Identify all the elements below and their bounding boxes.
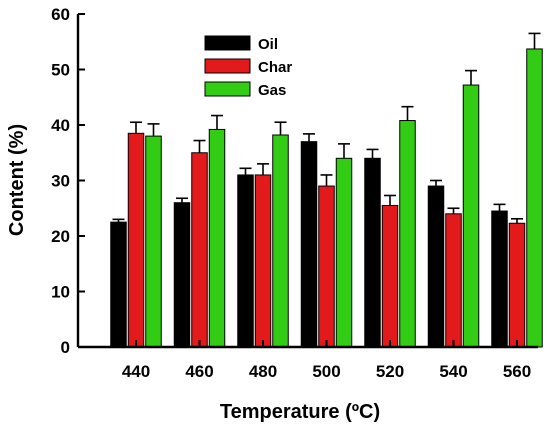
bar-char [381, 204, 399, 348]
x-tick-label: 560 [503, 362, 531, 381]
x-tick-label: 540 [439, 362, 467, 381]
bar-gas [145, 135, 162, 348]
y-axis-title: Content (%) [6, 124, 28, 236]
y-tick-label: 40 [51, 116, 70, 135]
y-tick-label: 0 [61, 338, 70, 357]
legend-swatch-oil [204, 35, 251, 51]
bar-char [508, 222, 526, 348]
x-tick-label: 480 [249, 362, 277, 381]
legend-label-char: Char [258, 59, 292, 76]
bars-layer [110, 32, 543, 348]
bar-gas [335, 157, 353, 348]
y-tick-label: 30 [51, 172, 70, 191]
x-ticks: 440 460 480 500 520 540 560 [122, 340, 531, 381]
x-axis-title: Temperature (ºC) [220, 401, 380, 423]
y-tick-label: 60 [51, 5, 70, 24]
bar-char [127, 132, 145, 348]
bar-gas [399, 120, 416, 348]
bar-gas [526, 48, 543, 348]
y-ticks: 0 10 20 30 40 50 60 [51, 5, 85, 357]
y-tick-label: 50 [51, 61, 70, 80]
bar-char [254, 174, 272, 348]
bar-oil [491, 210, 508, 348]
legend-label-oil: Oil [258, 36, 278, 53]
y-tick-label: 20 [51, 227, 70, 246]
x-tick-label: 500 [312, 362, 340, 381]
x-tick-label: 520 [376, 362, 404, 381]
bar-oil [364, 157, 381, 348]
bar-gas [272, 134, 289, 348]
x-tick-label: 440 [122, 362, 150, 381]
bar-gas [462, 84, 480, 348]
bar-oil [110, 221, 127, 348]
legend: Oil Char Gas [204, 35, 292, 99]
bar-oil [237, 174, 254, 348]
bar-char [445, 213, 462, 348]
legend-swatch-char [204, 58, 251, 74]
bar-oil [300, 141, 318, 348]
bar-gas [208, 128, 226, 348]
bar-oil [173, 202, 191, 348]
x-tick-label: 460 [185, 362, 213, 381]
legend-swatch-gas [204, 81, 251, 97]
bar-oil [427, 185, 445, 348]
y-tick-label: 10 [51, 283, 70, 302]
bar-char [318, 185, 335, 348]
legend-label-gas: Gas [258, 82, 286, 99]
bar-char [191, 152, 208, 348]
